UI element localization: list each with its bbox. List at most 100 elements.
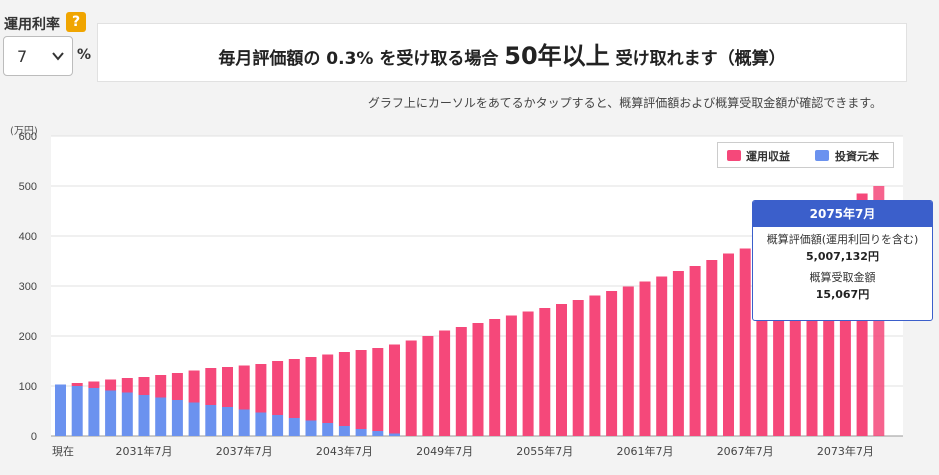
bar-principal: [105, 390, 117, 436]
rate-select-value: 7: [17, 47, 28, 66]
bar-profit: [706, 260, 718, 436]
bar-profit: [222, 367, 233, 407]
legend-label-profit: 運用収益: [746, 150, 790, 163]
bar-profit: [255, 364, 267, 413]
result-suffix: 受け取れます（概算）: [609, 49, 786, 69]
bar-profit: [305, 357, 317, 421]
bar-profit: [672, 271, 684, 436]
tooltip-line1-value: 5,007,132円: [806, 250, 879, 263]
bar-principal: [255, 412, 267, 436]
bar-principal: [121, 392, 133, 436]
x-tick-label: 2031年7月: [116, 444, 173, 458]
x-tick-label: 2061年7月: [617, 444, 674, 458]
y-tick-label: 600: [19, 131, 37, 143]
bar-principal: [272, 415, 284, 436]
bar-profit: [823, 216, 835, 436]
bar-profit: [71, 383, 83, 386]
y-tick-label: 0: [31, 431, 37, 443]
bar-profit: [556, 304, 567, 436]
bar-profit: [455, 327, 467, 436]
bar-principal: [188, 402, 200, 436]
bar-principal: [338, 426, 350, 436]
legend: 運用収益 投資元本: [717, 142, 894, 168]
tooltip: 2075年7月 概算評価額(運用利回りを含む) 5,007,132円 概算受取金…: [752, 200, 933, 321]
bar-profit: [689, 266, 701, 436]
bar-principal: [355, 429, 367, 436]
bar-profit: [171, 373, 183, 400]
result-highlight: 50年以上: [504, 42, 610, 70]
bar-profit: [238, 365, 250, 410]
bar-profit: [739, 248, 751, 436]
x-tick-label: 2049年7月: [416, 444, 473, 458]
bar-profit: [756, 242, 768, 436]
hint-text: グラフ上にカーソルをあてるかタップすると、概算評価額および概算受取金額が確認でき…: [367, 96, 882, 110]
tooltip-title: 2075年7月: [753, 201, 932, 227]
bar-profit: [121, 378, 133, 393]
bar-principal: [389, 433, 400, 436]
bar-profit: [338, 352, 350, 426]
bar-profit: [422, 336, 434, 436]
bar-profit: [88, 381, 100, 388]
x-tick-label: 2067年7月: [717, 444, 774, 458]
bar-principal: [171, 400, 183, 436]
result-line: 毎月評価額の 0.3% を受け取る場合 50年以上 受け取れます（概算）: [98, 36, 906, 71]
bar-principal: [205, 405, 217, 436]
bar-profit: [522, 311, 534, 436]
bar-profit: [806, 223, 818, 436]
bar-profit: [589, 295, 601, 436]
bar-profit: [789, 230, 801, 436]
y-tick-label: 300: [19, 281, 37, 293]
bar-profit: [188, 370, 200, 403]
bar-principal: [288, 418, 300, 436]
bar-profit: [606, 291, 618, 436]
bar-principal: [55, 384, 66, 436]
bar-profit: [472, 323, 484, 436]
bar-profit: [288, 359, 300, 418]
tooltip-line1-label: 概算評価額(運用利回りを含む): [766, 233, 919, 246]
bar-profit: [105, 379, 117, 391]
bar-profit: [389, 344, 400, 434]
bar-profit: [639, 281, 651, 436]
bar-principal: [88, 388, 100, 436]
x-tick-label: 2055年7月: [516, 444, 573, 458]
bar-profit: [272, 361, 284, 415]
x-tick-label: 2073年7月: [817, 444, 874, 458]
bar-profit: [372, 348, 384, 431]
result-box: 毎月評価額の 0.3% を受け取る場合 50年以上 受け取れます（概算）: [97, 23, 907, 82]
bar-profit: [505, 315, 517, 436]
bar-principal: [238, 409, 250, 436]
result-prefix: 毎月評価額の 0.3% を受け取る場合: [218, 49, 505, 69]
bar-profit: [773, 236, 785, 436]
rate-label: 運用利率: [4, 17, 60, 33]
legend-label-principal: 投資元本: [835, 150, 879, 163]
legend-swatch-principal: [815, 150, 829, 161]
bar-profit: [656, 276, 668, 436]
percent-unit: %: [77, 47, 92, 63]
bar-profit: [355, 350, 367, 429]
bar-profit: [155, 375, 167, 398]
rate-select[interactable]: 7: [3, 36, 73, 76]
bar-profit: [205, 368, 217, 405]
bar-profit: [138, 377, 150, 395]
x-tick-label: 2037年7月: [216, 444, 273, 458]
help-icon[interactable]: ?: [66, 12, 86, 32]
y-tick-label: 400: [19, 231, 37, 243]
bar-principal: [222, 407, 233, 436]
bar-principal: [322, 423, 334, 436]
chevron-down-icon: [52, 52, 64, 61]
y-tick-label: 100: [19, 381, 37, 393]
x-tick-label: 2043年7月: [316, 444, 373, 458]
bar-profit: [405, 340, 417, 436]
bar-principal: [71, 386, 83, 436]
bar-profit: [723, 253, 734, 436]
tooltip-line2-label: 概算受取金額: [809, 271, 876, 284]
bar-profit: [439, 330, 451, 436]
bar-profit: [622, 286, 634, 436]
bar-profit: [572, 300, 584, 436]
y-axis-unit: (万円): [10, 126, 38, 137]
bar-profit: [322, 354, 334, 423]
bar-profit: [489, 319, 501, 436]
bar-profit: [539, 308, 551, 436]
bar-principal: [305, 420, 317, 436]
y-tick-label: 500: [19, 181, 37, 193]
